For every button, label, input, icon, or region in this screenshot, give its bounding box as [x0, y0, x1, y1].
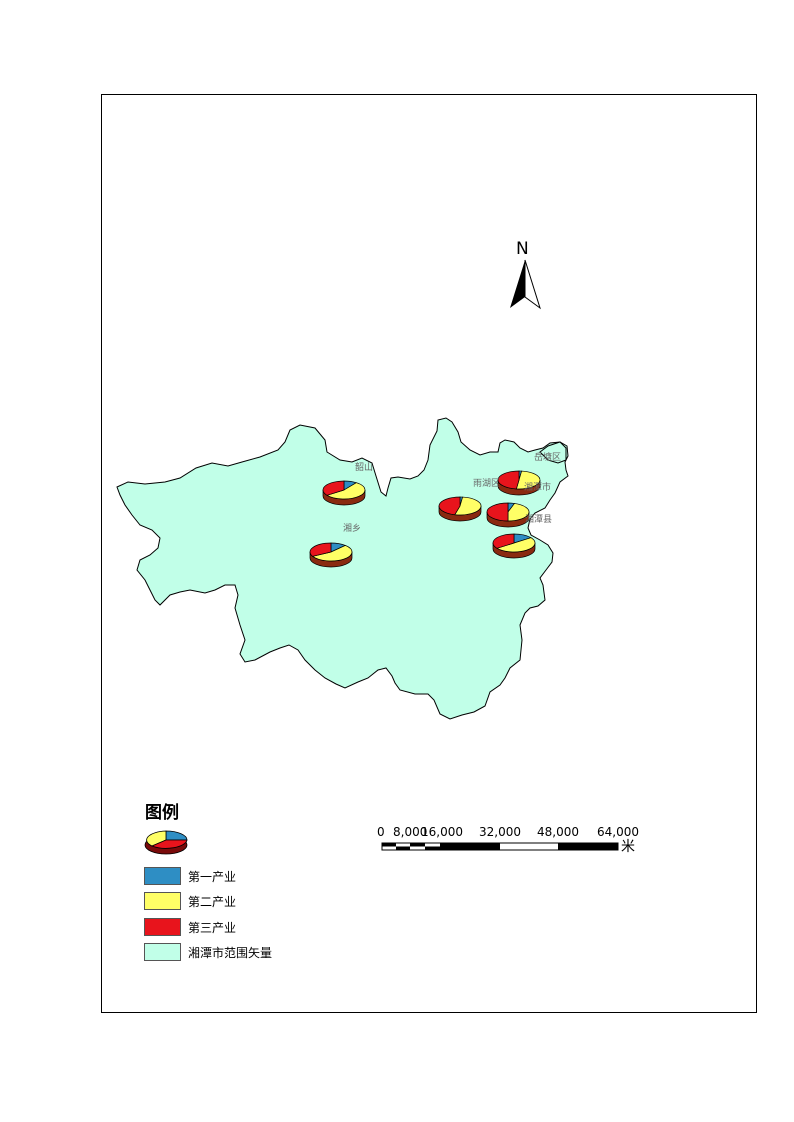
pie-xiangxiang-slice-3	[309, 542, 332, 557]
scale-tick-1: 8,000	[393, 825, 428, 839]
north-arrow-label: N	[516, 239, 529, 259]
legend-item-secondary: 第二产业	[144, 891, 236, 911]
pie-yuetang-slice-2	[515, 470, 541, 490]
scale-unit: 米	[621, 839, 635, 855]
legend-pie-icon	[144, 830, 188, 855]
pie-chart-layer	[309, 470, 541, 568]
region-lobe	[539, 441, 567, 464]
place-label-xiangtan-county: 湘潭县	[525, 515, 553, 525]
pie-xiangtan-county	[492, 533, 536, 559]
legend-item-region: 湘潭市范围矢量	[144, 942, 272, 962]
scale-tick-2: 16,000	[421, 825, 463, 839]
legend-label-primary: 第一产业	[188, 869, 237, 884]
legend-title: 图例	[145, 803, 179, 823]
pie-xiangtan-city-slice-2	[507, 503, 530, 522]
legend-label-tertiary: 第三产业	[188, 920, 237, 935]
scale-tick-0: 0	[377, 825, 385, 839]
pie-yuhu-slice-2	[454, 496, 482, 516]
pie-xiangtan-county-slice-3	[492, 533, 515, 549]
legend-swatch-secondary	[144, 892, 181, 910]
pie-xiangtan-county-slice-2	[496, 537, 536, 553]
pie-xiangxiang-slice-2	[311, 545, 353, 562]
pie-yuetang-slice-3	[497, 470, 520, 490]
pie-yuetang	[497, 470, 541, 496]
scale-tick-5: 64,000	[597, 825, 639, 839]
pie-xiangtan-city	[486, 502, 530, 528]
place-label-yuetang: 岳塘区	[534, 453, 562, 463]
legend-swatch-region	[144, 943, 181, 961]
legend-swatch-tertiary	[144, 918, 181, 936]
legend-swatch-primary	[144, 867, 181, 885]
north-arrow-icon	[510, 259, 541, 310]
scale-bar	[381, 842, 619, 851]
place-label-yuhu: 雨湖区	[473, 479, 501, 489]
place-label-xiangtan-city: 湘潭市	[524, 483, 552, 493]
pie-xiangtan-city-slice-3	[486, 502, 509, 522]
map-layout-frame	[101, 94, 757, 1013]
pie-shaoshan-slice-2	[326, 482, 366, 500]
pie-yuhu	[438, 496, 482, 522]
legend-item-primary: 第一产业	[144, 866, 236, 886]
pie-shaoshan	[322, 480, 366, 506]
xiangtan-region-polygon	[116, 417, 569, 720]
legend-label-secondary: 第二产业	[188, 894, 237, 909]
scale-tick-3: 32,000	[479, 825, 521, 839]
pie-yuhu-slice-3	[438, 496, 461, 516]
legend-label-region: 湘潭市范围矢量	[188, 945, 273, 960]
place-label-xiangxiang: 湘乡	[343, 524, 362, 534]
scale-tick-4: 48,000	[537, 825, 579, 839]
pie-shaoshan-slice-3	[322, 480, 345, 496]
place-label-shaoshan: 韶山	[355, 463, 374, 473]
pie-xiangxiang	[309, 542, 353, 568]
legend-item-tertiary: 第三产业	[144, 917, 236, 937]
